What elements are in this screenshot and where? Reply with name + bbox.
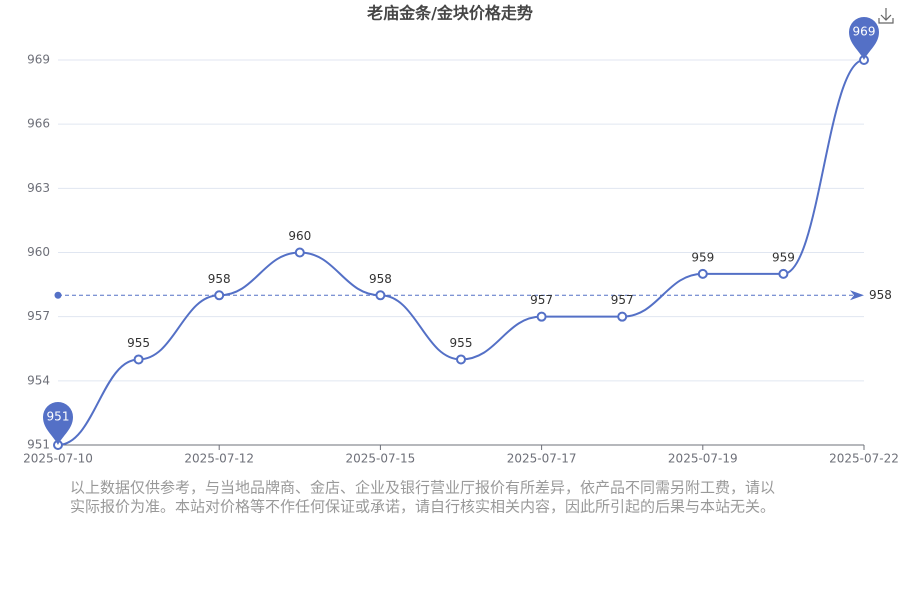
x-tick-label: 2025-07-22 — [829, 452, 899, 466]
data-label: 958 — [369, 272, 392, 286]
data-label: 955 — [450, 336, 473, 350]
pin — [849, 17, 879, 60]
note-line: 以上数据仅供参考，与当地品牌商、金店、企业及银行营业厅报价有所差异，依产品不同需… — [70, 479, 775, 497]
point — [133, 354, 144, 365]
average-arrow — [850, 290, 864, 301]
point — [375, 290, 386, 301]
y-tick-label: 969 — [27, 53, 50, 67]
note-line: 实际报价为准。本站对价格等不作任何保证或承诺，请自行核实相关内容，因此所引起的后… — [70, 498, 775, 516]
chart-title: 老庙金条/金块价格走势 — [366, 4, 533, 23]
y-tick-label: 951 — [27, 438, 50, 452]
data-label: 957 — [530, 293, 553, 307]
point — [456, 354, 466, 365]
x-tick-label: 2025-07-17 — [507, 452, 577, 466]
average-start — [54, 291, 62, 299]
point — [697, 268, 708, 279]
download-icon[interactable] — [878, 8, 894, 24]
data-label: 955 — [127, 336, 150, 350]
x-tick-label: 2025-07-19 — [668, 452, 738, 466]
point — [617, 311, 628, 322]
pin — [43, 402, 73, 445]
y-tick-label: 966 — [27, 117, 50, 131]
y-tick-label: 960 — [27, 245, 50, 259]
y-tick-label: 954 — [27, 373, 50, 387]
data-label: 959 — [772, 250, 795, 264]
pin-label: 969 — [853, 25, 876, 39]
y-tick-label: 963 — [27, 181, 50, 195]
x-tick-label: 2025-07-12 — [184, 452, 254, 466]
point — [214, 290, 225, 301]
pin-label: 951 — [47, 410, 70, 424]
point — [294, 247, 305, 258]
data-label: 959 — [691, 250, 714, 264]
x-tick-label: 2025-07-15 — [346, 452, 416, 466]
data-label: 958 — [208, 272, 231, 286]
point — [536, 311, 547, 322]
data-label: 957 — [611, 293, 634, 307]
point — [778, 268, 789, 279]
data-label: 960 — [288, 229, 311, 243]
x-tick-label: 2025-07-10 — [23, 452, 93, 466]
y-tick-label: 957 — [27, 309, 50, 323]
average-label: 958 — [869, 288, 892, 302]
